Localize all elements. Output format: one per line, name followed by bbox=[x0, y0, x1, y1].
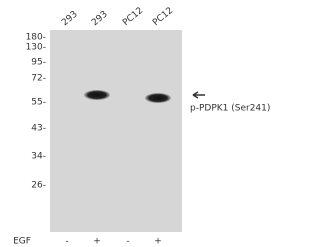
marker-label: 43- bbox=[31, 124, 46, 134]
marker-label: 130- bbox=[26, 43, 46, 53]
marker-label: 34- bbox=[31, 152, 46, 162]
lane-labels: 293 293 PC12 PC12 bbox=[60, 6, 175, 29]
marker-label: 26- bbox=[31, 181, 46, 191]
band bbox=[84, 90, 110, 100]
marker-label: 180- bbox=[26, 33, 46, 43]
treatment-values: - + - + bbox=[65, 237, 161, 247]
western-blot: p-PDPK1 (Ser241) 293 293 PC12 PC12 180-130-… bbox=[0, 0, 308, 247]
treatment-value: - bbox=[126, 237, 129, 247]
marker-label: 95- bbox=[31, 58, 46, 68]
band-label: p-PDPK1 (Ser241) bbox=[190, 104, 270, 114]
treatment-value: - bbox=[65, 237, 68, 247]
lane-label: PC12 bbox=[121, 6, 145, 29]
membrane bbox=[50, 30, 182, 232]
band-arrow bbox=[193, 92, 205, 98]
marker-label: 72- bbox=[31, 74, 46, 84]
treatment-label: EGF bbox=[13, 237, 31, 247]
treatment-value: + bbox=[93, 237, 101, 247]
marker-labels: 180-130- 95- 72- 55- 43- 34- 26- bbox=[26, 33, 46, 191]
lane-label: 293 bbox=[60, 10, 80, 29]
band bbox=[145, 93, 171, 103]
treatment-value: + bbox=[154, 237, 162, 247]
lane-label: PC12 bbox=[151, 6, 175, 29]
lane-label: 293 bbox=[90, 10, 110, 29]
marker-label: 55- bbox=[31, 98, 46, 108]
